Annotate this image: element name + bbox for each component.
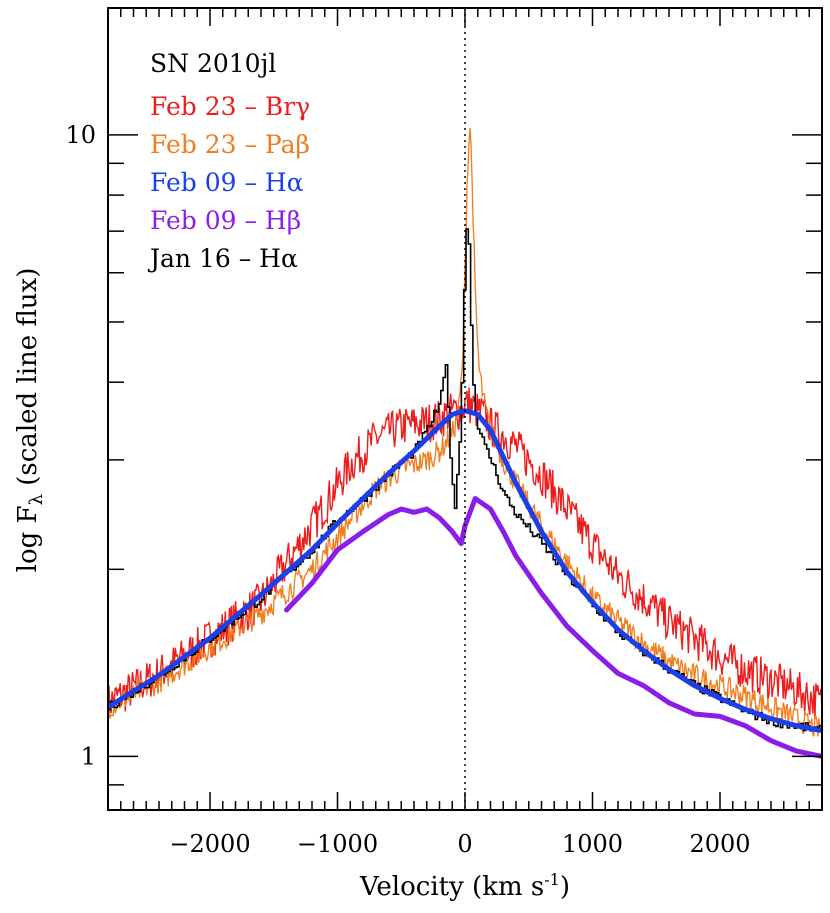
series-3 xyxy=(108,408,822,734)
x-tick-label: −2000 xyxy=(169,830,250,858)
legend-entry-3: Feb 09 – Hα xyxy=(150,168,304,197)
legend-entry-2: Feb 23 – Paβ xyxy=(150,130,310,159)
x-tick-label: 0 xyxy=(457,830,472,858)
legend-title: SN 2010jl xyxy=(150,49,276,78)
series-line-4 xyxy=(284,496,822,759)
legend-entry-5: Jan 16 – Hα xyxy=(147,244,298,273)
y-axis-title: log Fλ (scaled line flux) xyxy=(13,268,47,573)
legend-entry-1: Feb 23 – Brγ xyxy=(150,92,310,121)
x-axis-title: Velocity (km s-1) xyxy=(359,870,570,902)
series-4 xyxy=(284,496,822,759)
x-tick-label: −1000 xyxy=(297,830,378,858)
legend-entry-4: Feb 09 – Hβ xyxy=(150,206,301,235)
series-layer xyxy=(108,127,822,759)
legend: SN 2010jl Feb 23 – Brγ Feb 23 – Paβ Feb 09 … xyxy=(147,49,310,273)
y-tick-label: 1 xyxy=(81,742,96,770)
tick-layer: −2000 −1000 0 1000 2000 1 10 xyxy=(65,8,823,858)
series-line-3 xyxy=(108,408,822,734)
x-tick-label: 1000 xyxy=(562,830,623,858)
y-tick-label: 10 xyxy=(65,121,96,149)
x-tick-label: 2000 xyxy=(689,830,750,858)
